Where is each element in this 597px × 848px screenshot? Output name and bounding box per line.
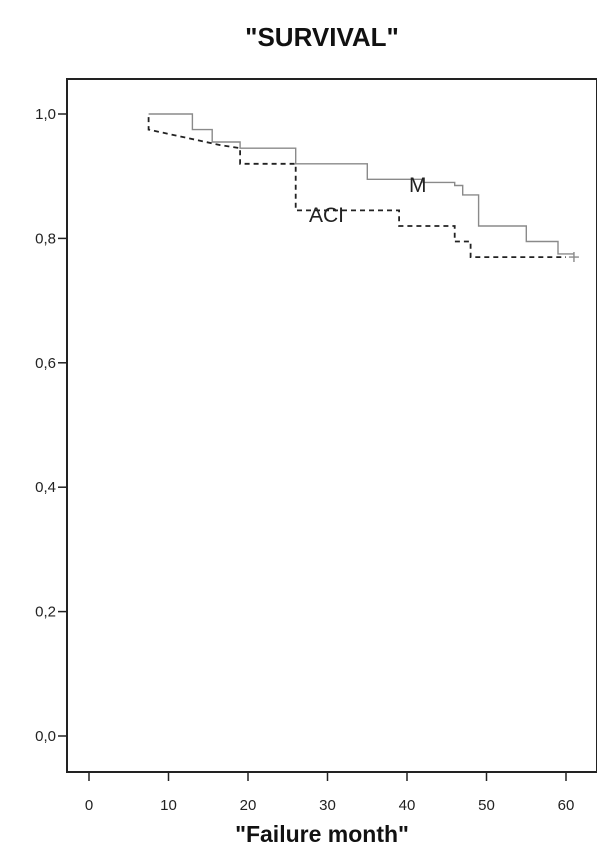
y-tick-label: 0,2 xyxy=(35,604,56,621)
x-tick-label: 0 xyxy=(85,797,93,814)
series-line-aci xyxy=(147,117,566,259)
y-tick-label: 0,8 xyxy=(35,230,56,247)
x-tick-label: 40 xyxy=(399,797,416,814)
y-tick-label: 0,6 xyxy=(35,355,56,372)
plot-frame xyxy=(66,78,597,773)
series-label-aci: ACI xyxy=(309,204,344,227)
series-line-m xyxy=(148,113,574,255)
x-tick-label: 20 xyxy=(240,797,257,814)
x-tick-label: 10 xyxy=(160,797,177,814)
y-tick-label: 1,0 xyxy=(35,106,56,123)
x-axis-label: "Failure month" xyxy=(235,821,409,847)
censor-mark xyxy=(568,252,579,263)
x-tick-label: 50 xyxy=(478,797,495,814)
y-tick-label: 0,4 xyxy=(35,479,56,496)
series-layer xyxy=(147,113,579,263)
y-axis: 0,0 0,2 0,4 0,6 0,8 1,0 xyxy=(35,106,67,745)
chart-title: "SURVIVAL" xyxy=(245,22,399,52)
x-axis: 0 10 20 30 40 50 60 xyxy=(85,772,575,814)
y-tick-label: 0,0 xyxy=(35,728,56,745)
x-tick-label: 30 xyxy=(319,797,336,814)
x-tick-label: 60 xyxy=(558,797,575,814)
series-label-m: M xyxy=(409,174,427,197)
